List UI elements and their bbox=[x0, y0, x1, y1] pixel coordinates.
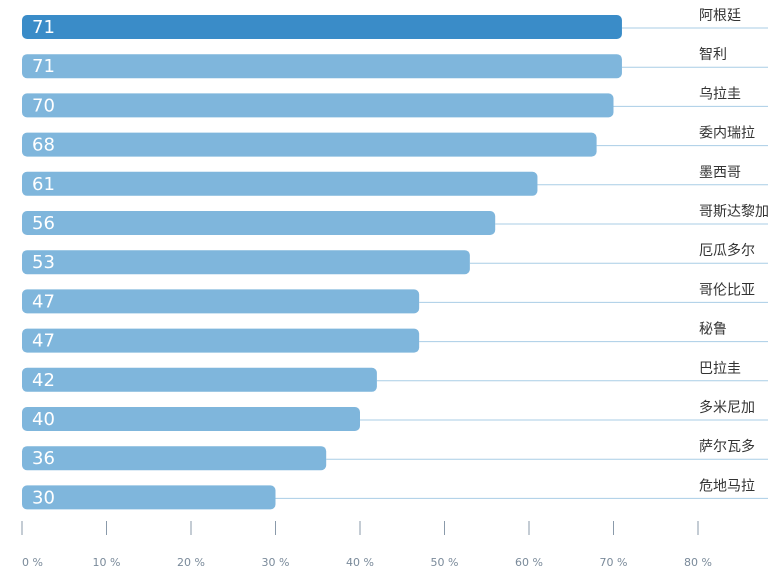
leader-lines bbox=[275, 27, 768, 499]
category-label-12: 危地马拉 bbox=[699, 478, 755, 494]
value-label-4: 61 bbox=[32, 174, 55, 195]
bar-6 bbox=[22, 250, 470, 275]
value-labels: 71 71 70 68 61 56 53 47 47 42 40 36 30 bbox=[32, 17, 55, 508]
x-tick-label-1: 10 % bbox=[93, 556, 121, 569]
value-label-1: 71 bbox=[32, 56, 55, 77]
x-tick-label-3: 30 % bbox=[262, 556, 290, 569]
category-labels: 阿根廷智利乌拉圭委内瑞拉墨西哥哥斯达黎加厄瓜多尔哥伦比亚秘鲁巴拉圭多米尼加萨尔瓦… bbox=[699, 8, 769, 494]
bar-11 bbox=[22, 446, 327, 471]
category-label-9: 巴拉圭 bbox=[699, 361, 741, 377]
category-label-3: 委内瑞拉 bbox=[699, 126, 755, 142]
bar-7 bbox=[22, 289, 420, 314]
bar-2 bbox=[22, 93, 614, 118]
category-label-4: 墨西哥 bbox=[699, 165, 741, 181]
category-label-11: 萨尔瓦多 bbox=[699, 438, 755, 455]
bar-9 bbox=[22, 367, 377, 392]
x-tick-label-4: 40 % bbox=[346, 556, 374, 569]
category-label-8: 秘鲁 bbox=[699, 322, 727, 338]
x-tick-label-6: 60 % bbox=[515, 556, 543, 569]
bar-0 bbox=[22, 15, 622, 39]
value-label-0: 71 bbox=[32, 17, 55, 38]
value-label-10: 40 bbox=[32, 409, 55, 430]
category-label-7: 哥伦比亚 bbox=[699, 282, 755, 298]
bar-8 bbox=[22, 328, 420, 353]
value-label-5: 56 bbox=[32, 213, 55, 234]
category-label-0: 阿根廷 bbox=[699, 8, 741, 24]
bars bbox=[22, 15, 622, 510]
x-tick-label-2: 20 % bbox=[177, 556, 205, 569]
bar-1 bbox=[22, 54, 622, 79]
value-label-8: 47 bbox=[32, 331, 55, 352]
category-label-2: 乌拉圭 bbox=[699, 86, 741, 102]
value-label-9: 42 bbox=[32, 370, 55, 391]
x-tick-label-0: 0 % bbox=[22, 556, 43, 569]
bar-10 bbox=[22, 407, 360, 431]
category-label-5: 哥斯达黎加 bbox=[699, 204, 769, 220]
category-label-10: 多米尼加 bbox=[699, 399, 755, 416]
bar-5 bbox=[22, 211, 496, 235]
x-axis: 0 % 10 % 20 % 30 % 40 % 50 % 60 % 70 % 80 % bbox=[21, 521, 712, 569]
value-label-7: 47 bbox=[32, 291, 55, 312]
bar-4 bbox=[22, 171, 538, 196]
bar-12 bbox=[22, 485, 276, 510]
category-label-1: 智利 bbox=[699, 47, 727, 63]
x-tick-label-5: 50 % bbox=[431, 556, 459, 569]
value-label-12: 30 bbox=[32, 487, 55, 508]
value-label-2: 70 bbox=[32, 95, 55, 116]
x-tick-label-7: 70 % bbox=[600, 556, 628, 569]
value-label-6: 53 bbox=[32, 252, 55, 273]
value-label-11: 36 bbox=[32, 448, 55, 469]
bar-3 bbox=[22, 132, 597, 157]
x-tick-label-8: 80 % bbox=[684, 556, 712, 569]
value-label-3: 68 bbox=[32, 135, 55, 156]
category-label-6: 厄瓜多尔 bbox=[699, 242, 755, 259]
